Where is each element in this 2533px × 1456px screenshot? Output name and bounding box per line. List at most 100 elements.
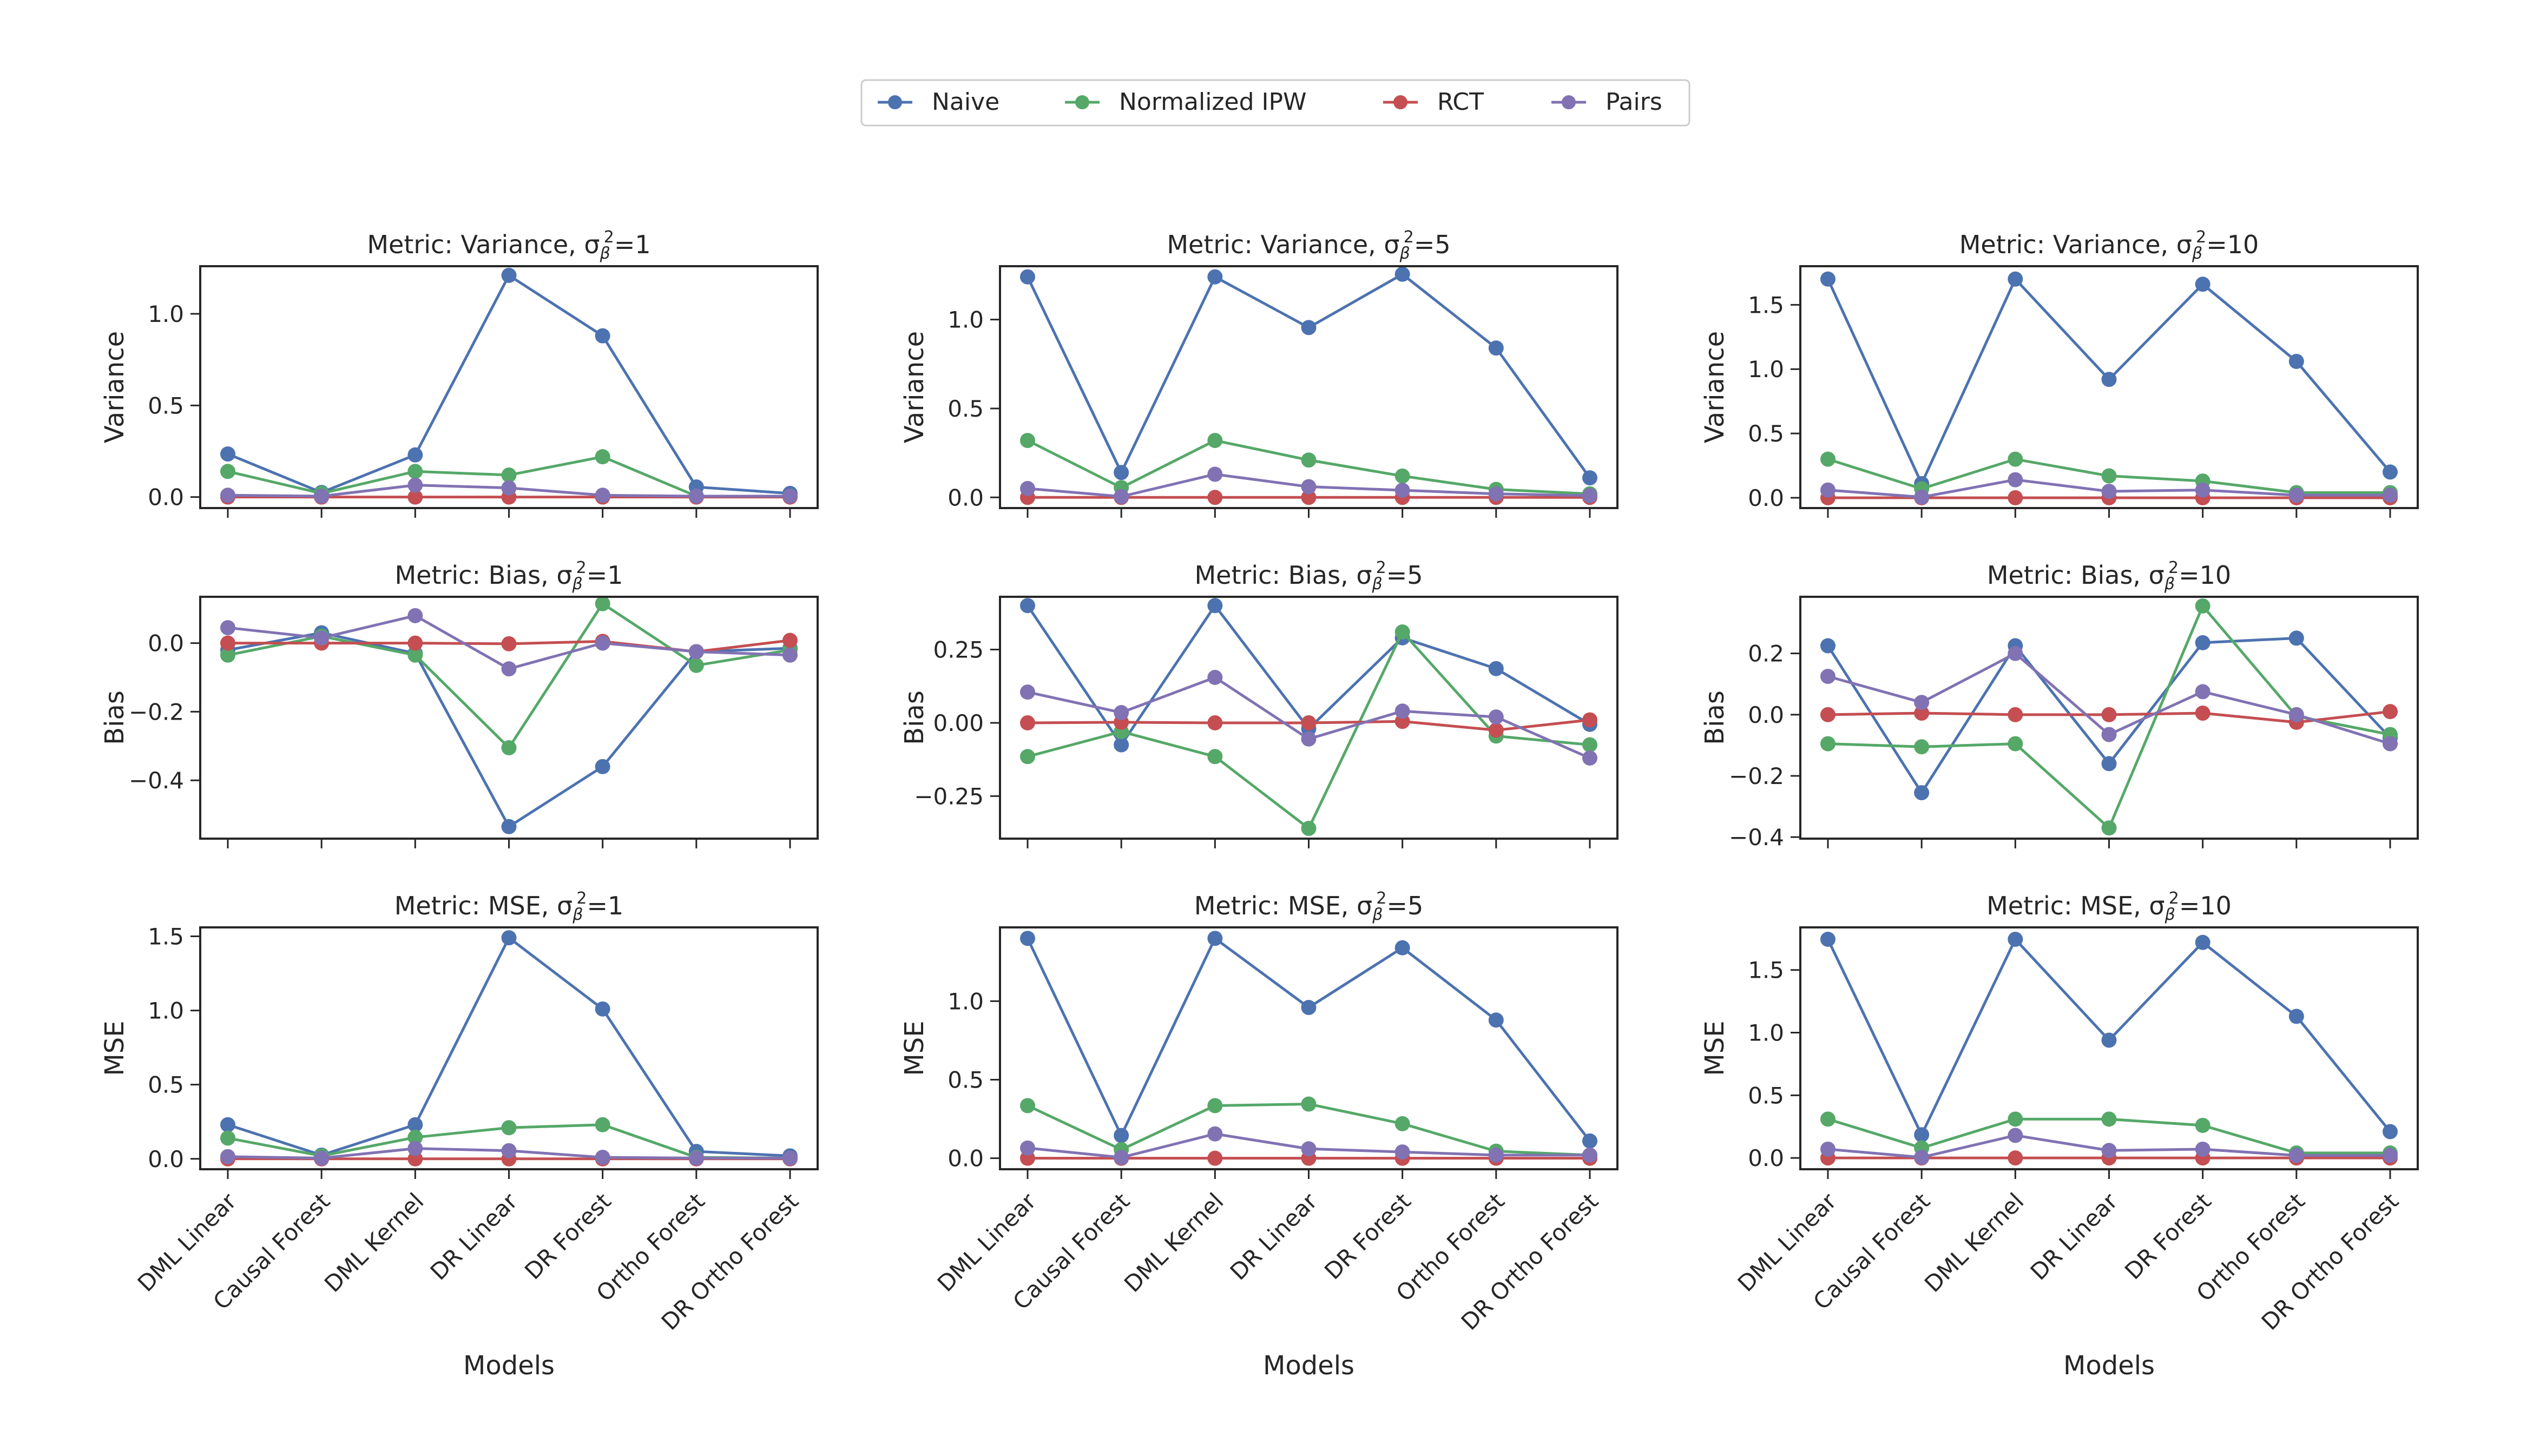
- panel-bias-2-point-normalized-ipw: [1020, 749, 1035, 765]
- panel-mse-2-title: Metric: MSE, σβ2=5: [1194, 889, 1424, 924]
- panel-bias-3-point-naive: [2101, 756, 2117, 772]
- panel-mse-3-xtick-label: DR Forest: [2120, 1188, 2216, 1284]
- panel-variance-3-ytick-label: 1.5: [1748, 292, 1784, 318]
- panel-variance-3-point-pairs: [2101, 484, 2117, 499]
- panel-mse-2-frame: [999, 926, 1619, 1170]
- panel-bias-2-point-rct: [1488, 722, 1504, 738]
- panel-mse-1-point-normalized-ipw: [407, 1130, 423, 1145]
- legend-item-rct[interactable]: RCT: [1383, 88, 1484, 116]
- legend-item-normalized-ipw[interactable]: Normalized IPW: [1065, 88, 1307, 116]
- chart-panels: Metric: Variance, σβ2=1 Variance 0.0 0.5 1.0…: [100, 228, 2419, 1335]
- panel-mse-3-title: Metric: MSE, σβ2=10: [1986, 889, 2232, 924]
- panel-mse-3-point-pairs: [2101, 1143, 2117, 1158]
- panel-bias-3-point-pairs: [2101, 727, 2117, 742]
- panel-variance-2-ytick-label: 0.0: [948, 484, 984, 511]
- panel-bias-3: Metric: Bias, σβ2=10 Bias −0.4 −0.2 0.0 0.2: [1700, 558, 2419, 851]
- panel-mse-2-point-pairs: [1301, 1141, 1317, 1157]
- panel-bias-3-point-pairs: [2008, 645, 2023, 661]
- panel-mse-1-point-normalized-ipw: [501, 1120, 517, 1136]
- panel-variance-2-ytick-label: 0.5: [948, 396, 984, 422]
- panel-mse-3-point-pairs: [2195, 1141, 2210, 1157]
- panel-bias-1-point-normalized-ipw: [220, 647, 235, 663]
- panel-bias-3-point-rct: [1820, 707, 1835, 722]
- x-axis-labels: Models Models Models: [463, 1350, 2155, 1381]
- panel-bias-3-point-normalized-ipw: [1820, 736, 1835, 752]
- panel-bias-2-point-rct: [1207, 715, 1223, 730]
- panel-mse-1-point-pairs: [220, 1149, 235, 1164]
- panel-variance-3-point-pairs: [2008, 472, 2023, 487]
- panel-bias-1-point-rct: [220, 635, 235, 651]
- panel-bias-2-point-naive: [1488, 661, 1504, 676]
- panel-mse-2-point-normalized-ipw: [1020, 1098, 1035, 1114]
- panel-variance-2-point-rct: [1301, 490, 1317, 505]
- panel-bias-2-point-pairs: [1394, 703, 1410, 719]
- panel-bias-2-point-rct: [1301, 715, 1317, 730]
- panel-variance-3-point-normalized-ipw: [2008, 451, 2023, 467]
- panel-variance-2-point-normalized-ipw: [1394, 468, 1410, 484]
- panel-variance-3-title: Metric: Variance, σβ2=10: [1959, 228, 2259, 263]
- panel-bias-3-point-naive: [2288, 630, 2304, 646]
- panel-bias-2-point-naive: [1114, 737, 1129, 753]
- panel-bias-2-point-normalized-ipw: [1394, 624, 1410, 640]
- panel-bias-1-point-naive: [501, 819, 517, 834]
- panel-mse-1-point-naive: [595, 1001, 610, 1017]
- panel-mse-1-title: Metric: MSE, σβ2=1: [394, 889, 624, 924]
- panel-mse-2-ylabel: MSE: [899, 1020, 930, 1076]
- panel-variance-2-point-pairs: [1582, 487, 1597, 503]
- panel-bias-1-ylabel: Bias: [100, 690, 130, 745]
- panel-variance-3-point-naive: [2383, 464, 2398, 480]
- panel-mse-3-ytick-label: 1.0: [1748, 1020, 1784, 1046]
- panel-mse-1-xtick-label: DR Linear: [425, 1188, 523, 1285]
- panel-mse-2-point-naive: [1114, 1128, 1129, 1143]
- panel-variance-2-line-naive: [1026, 272, 1591, 479]
- panel-bias-2-point-naive: [1207, 598, 1223, 614]
- panel-variance-1-point-naive: [220, 446, 235, 462]
- panel-bias-3-ytick-label: −0.2: [1729, 763, 1784, 789]
- panel-bias-3-title: Metric: Bias, σβ2=10: [1987, 558, 2231, 594]
- panel-variance-2-frame: [999, 265, 1619, 509]
- panel-variance-1-point-pairs: [407, 477, 423, 493]
- panel-bias-2-point-pairs: [1114, 705, 1129, 721]
- panel-mse-3-point-naive: [2383, 1124, 2398, 1139]
- panel-mse-1-point-naive: [407, 1117, 423, 1132]
- panel-mse-3-point-naive: [2288, 1009, 2304, 1024]
- panel-bias-3-point-rct: [2195, 706, 2210, 721]
- panel-bias-2-ytick-label: 0.00: [933, 710, 984, 736]
- panel-mse-1-xtick-label: DML Kernel: [319, 1188, 429, 1297]
- panel-bias-3-ytick-label: 0.2: [1748, 641, 1784, 667]
- panel-mse-3-ylabel: MSE: [1700, 1020, 1730, 1076]
- panel-bias-1-ytick-label: −0.4: [129, 767, 184, 794]
- panel-mse-3-point-rct: [2008, 1150, 2023, 1166]
- panel-bias-3-ylabel: Bias: [1700, 690, 1730, 745]
- panel-variance-3: Metric: Variance, σβ2=10 Variance 0.0 0.5 1.…: [1700, 228, 2419, 518]
- panel-bias-1-ytick-label: −0.2: [129, 699, 184, 725]
- panel-bias-2-point-normalized-ipw: [1301, 821, 1317, 836]
- panel-variance-3-point-pairs: [2288, 487, 2304, 503]
- panel-variance-1-line-naive: [227, 273, 791, 495]
- panel-mse-3-frame: [1799, 926, 2419, 1170]
- legend-marker-naive: [888, 95, 902, 109]
- panel-bias-2-point-naive: [1020, 598, 1035, 614]
- panel-variance-2-point-naive: [1207, 269, 1223, 285]
- legend-marker-pairs: [1562, 95, 1576, 109]
- panel-bias-1-point-pairs: [314, 630, 330, 646]
- panel-bias-1-point-rct: [782, 633, 798, 648]
- panel-variance-3-point-pairs: [1820, 482, 1835, 498]
- panel-bias-1-point-normalized-ipw: [501, 740, 517, 755]
- panel-variance-1-point-pairs: [688, 488, 704, 504]
- panel-mse-1-point-pairs: [501, 1143, 517, 1158]
- panel-mse-2-point-naive: [1394, 940, 1410, 956]
- legend-item-naive[interactable]: Naive: [878, 88, 999, 116]
- panel-variance-3-point-pairs: [2383, 487, 2398, 503]
- panel-variance-1-point-pairs: [595, 487, 610, 503]
- panel-bias-2-point-pairs: [1301, 731, 1317, 747]
- legend-item-pairs[interactable]: Pairs: [1551, 88, 1662, 116]
- panel-variance-3-point-naive: [1820, 271, 1835, 287]
- panel-mse-2-ytick-label: 1.0: [948, 988, 984, 1014]
- panel-mse-3-point-pairs: [2008, 1128, 2023, 1143]
- panel-mse-2-point-pairs: [1394, 1144, 1410, 1160]
- panel-variance-1-point-normalized-ipw: [220, 464, 235, 479]
- panel-bias-3-point-pairs: [2288, 707, 2304, 722]
- panel-variance-2-point-normalized-ipw: [1301, 452, 1317, 468]
- panel-mse-3-xtick-label: DML Kernel: [1919, 1188, 2029, 1297]
